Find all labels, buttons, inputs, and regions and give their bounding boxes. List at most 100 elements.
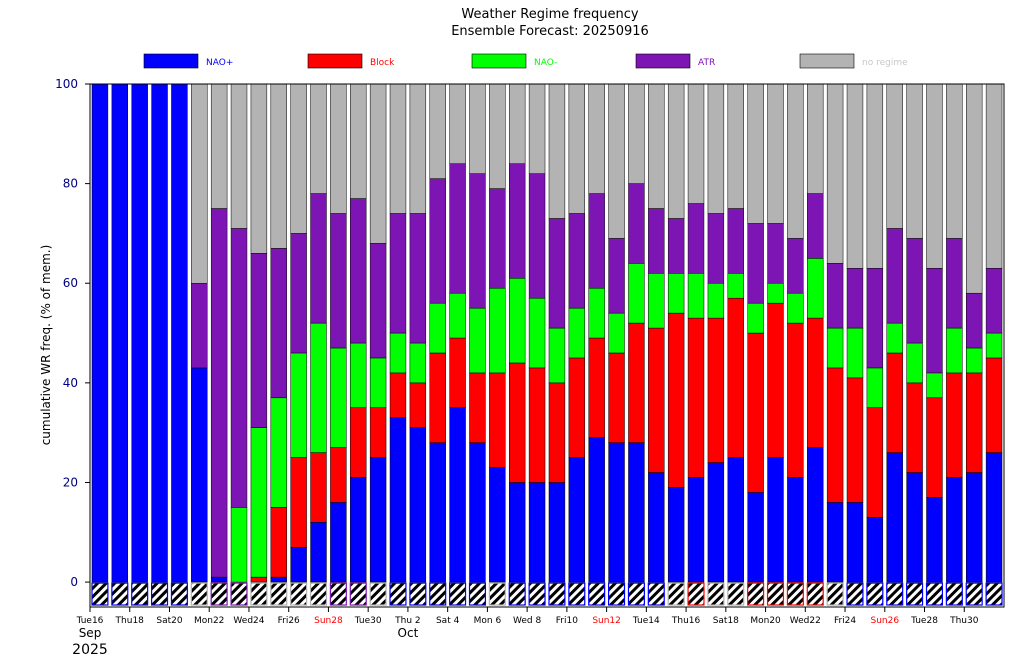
bar-day26-block [588,337,605,438]
bar-day21-nao [489,287,506,374]
bar-day13-nao [330,347,347,448]
bar-day37-nao [807,258,824,319]
bar-day23-nao [528,297,546,369]
bar-day45-no-regime [966,83,983,294]
x-tick-label-sun12: Sun12 [592,616,621,626]
bar-day44-no-regime [946,83,963,239]
y-tick-label-20: 20 [63,475,78,489]
bar-day37-nao [807,447,824,583]
bar-day19-no-regime [449,83,466,164]
bar-day35-nao [767,457,784,583]
bar-day32-atr [707,213,725,284]
bar-day16-atr [389,213,407,334]
bar-day7-atr [210,208,228,578]
x-tick-label-thu18: Thu18 [115,616,145,626]
bar-day13-block [330,447,347,503]
bar-day45-atr [966,292,983,349]
dominant-regime-day5 [170,582,188,606]
x-tick-label-thu30: Thu30 [949,616,979,626]
bar-day13-nao [330,502,347,583]
bar-day23-nao [528,482,546,583]
bar-day14-no-regime [350,83,367,199]
bar-day7-nao [210,576,228,583]
dominant-regime-day9 [250,582,268,606]
bar-day18-no-regime [429,83,446,179]
bar-day27-atr [608,238,625,314]
bar-day15-nao [369,357,387,409]
bar-day42-block [906,382,923,473]
x-tick-label-thu-2: Thu 2 [394,616,421,626]
bar-day44-block [946,372,963,478]
chart-title: Weather Regime frequency [461,7,638,22]
dominant-regime-day13 [329,582,347,606]
bar-day12-atr [310,193,327,324]
bar-day46-nao [985,452,1003,583]
bar-day46-no-regime [985,83,1003,269]
x-tick-label-sun26: Sun26 [870,616,899,626]
bar-day18-nao [429,302,446,354]
bar-day15-nao [369,457,387,583]
bar-day11-no-regime [290,83,307,234]
dominant-regime-day43 [925,582,944,606]
x-tick-label-sun28: Sun28 [314,616,343,626]
bar-day26-nao [588,287,605,339]
dominant-regime-day21 [488,582,506,606]
bar-day41-atr [886,228,903,324]
dominant-regime-day14 [349,582,367,606]
bar-day42-atr [906,238,923,344]
bar-day28-no-regime [628,83,645,184]
x-tick-label-tue16: Tue16 [76,616,104,626]
dominant-regime-day41 [886,582,904,606]
bar-day24-atr [548,218,566,329]
bar-day28-block [628,322,645,443]
bar-day44-atr [946,238,963,329]
dominant-regime-day24 [548,582,566,606]
dominant-regime-day33 [727,582,745,606]
bar-day30-nao [667,273,685,314]
x-axis: Tue16 Thu18 Sat20 Mon22 Wed24 Fri26 Sun28 Tue30… [72,607,979,657]
bar-day38-block [826,367,844,503]
bar-day29-no-regime [648,83,665,209]
dominant-regime-day34 [747,582,765,606]
x-tick-label-wed22: Wed22 [790,616,821,626]
x-tick-label-fri24: Fri24 [834,616,856,626]
dominant-regime-day18 [429,582,447,606]
bar-day41-block [886,352,903,453]
bar-day29-atr [648,208,665,274]
bar-day23-no-regime [528,83,546,174]
dominant-regime-day19 [449,582,467,606]
x-tick-label-mon-6: Mon 6 [474,616,502,626]
dominant-regime-day4 [151,582,169,606]
bar-day9-no-regime [250,83,268,254]
bar-day43-nao [926,497,943,583]
bar-day6-no-regime [191,83,208,284]
bar-day17-atr [409,213,427,344]
bar-day17-nao [409,342,427,384]
bar-day12-nao [310,322,327,453]
bar-day7-no-regime [210,83,228,209]
bar-day15-no-regime [369,83,387,244]
legend-label-atr: ATR [698,58,715,68]
bar-day20-nao [469,442,486,583]
bar-day10-atr [270,248,287,399]
bar-day24-nao [548,327,566,384]
dominant-regime-day17 [409,582,427,606]
bar-day28-nao [628,263,645,324]
bar-day32-no-regime [707,83,725,214]
bar-day11-atr [290,233,307,354]
bar-day20-block [469,372,486,443]
year-label: 2025 [72,642,108,657]
bar-day37-block [807,317,824,448]
y-axis-label: cumulative WR freq. (% of mem.) [39,245,53,446]
bar-day9-nao [250,427,268,578]
bar-day24-no-regime [548,83,566,219]
plot-frame [89,83,1005,608]
bar-day43-no-regime [926,83,943,269]
bar-day32-nao [707,282,725,319]
dominant-regime-day16 [389,582,407,606]
dominant-regime-day27 [607,582,626,606]
bar-day12-nao [310,522,327,583]
bar-day31-nao [687,477,705,583]
dominant-regime-day25 [568,582,586,606]
